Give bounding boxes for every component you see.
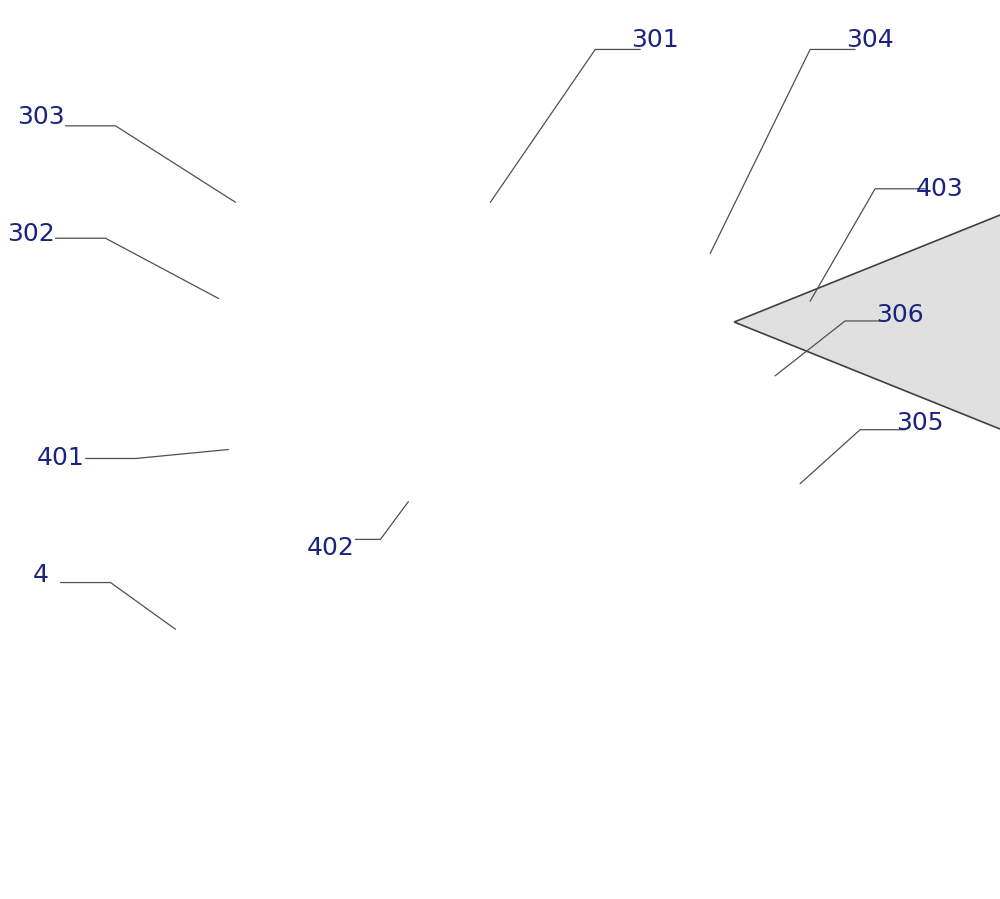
Text: 305: 305	[896, 411, 944, 434]
Text: 301: 301	[631, 29, 679, 52]
Text: 306: 306	[876, 303, 924, 326]
Text: 403: 403	[916, 177, 964, 200]
Text: 303: 303	[17, 105, 64, 129]
Text: 4: 4	[33, 564, 49, 587]
Text: 402: 402	[306, 537, 354, 560]
Text: 302: 302	[7, 222, 54, 245]
Text: 401: 401	[37, 447, 84, 470]
Polygon shape	[734, 102, 1000, 529]
Text: 304: 304	[846, 29, 894, 52]
